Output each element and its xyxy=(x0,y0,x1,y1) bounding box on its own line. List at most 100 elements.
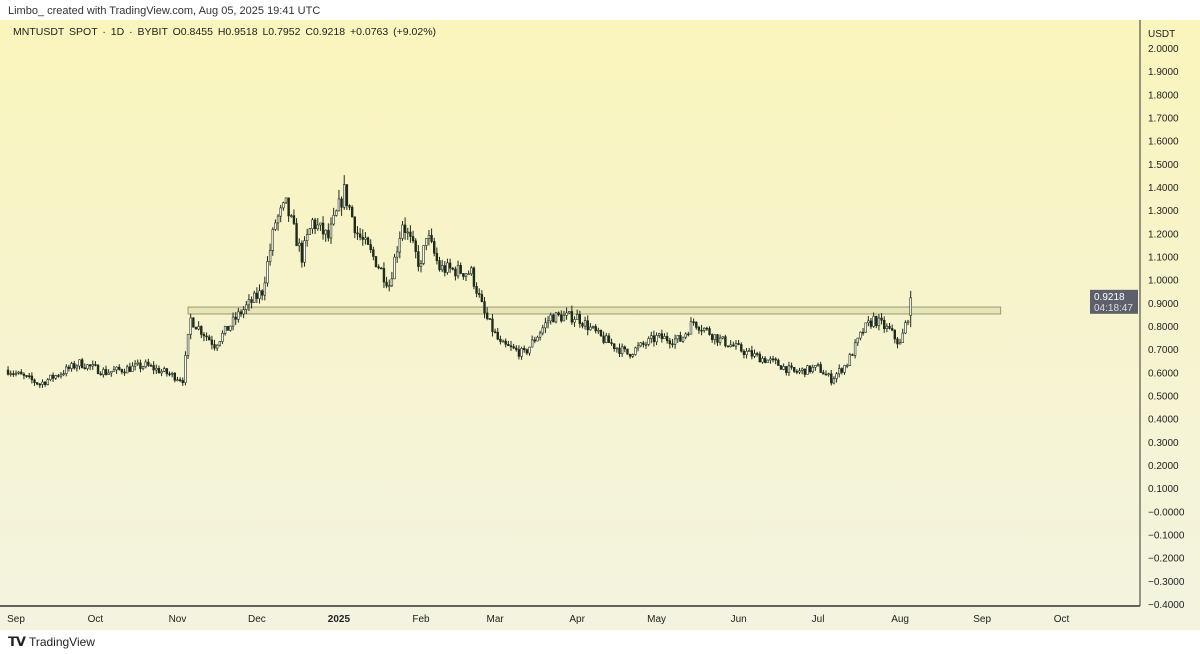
resistance-zone xyxy=(187,306,1002,315)
candle-body xyxy=(337,198,341,212)
y-tick-label: 0.3000 xyxy=(1148,438,1179,449)
candle-body xyxy=(157,367,161,374)
candle-body xyxy=(523,347,526,351)
candle-body xyxy=(366,237,370,245)
candle-body xyxy=(417,251,420,267)
candle-body xyxy=(385,281,388,287)
candle-body xyxy=(599,329,603,337)
candle-body xyxy=(372,249,375,257)
candle-body xyxy=(99,373,102,376)
candle-body xyxy=(223,325,227,334)
candle-body xyxy=(65,366,68,374)
y-tick-label: 0.1000 xyxy=(1148,484,1179,495)
candle-body xyxy=(496,331,499,340)
candle-body xyxy=(274,222,277,230)
candle-body xyxy=(419,263,423,267)
candle-body xyxy=(208,336,211,341)
candle-body xyxy=(472,267,476,287)
candle-body xyxy=(456,265,460,277)
candle-body xyxy=(613,343,616,349)
candle-body xyxy=(729,344,732,348)
candle-body xyxy=(12,373,15,375)
y-tick-label: 0.2000 xyxy=(1148,461,1179,472)
candle-body xyxy=(422,245,425,264)
candle-body xyxy=(755,353,759,355)
candle-body xyxy=(425,238,428,246)
candle-body xyxy=(515,347,518,350)
candle-body xyxy=(104,369,108,375)
y-tick-label: −0.1000 xyxy=(1148,531,1185,542)
candle-body xyxy=(361,236,364,240)
candle-body xyxy=(605,335,608,343)
candle-body xyxy=(806,365,809,375)
candle-body xyxy=(120,369,124,373)
y-tick-label: 1.9000 xyxy=(1148,67,1179,78)
candle-body xyxy=(427,234,431,239)
candle-body xyxy=(703,327,706,331)
candle-body xyxy=(581,323,584,327)
y-tick-label: 1.6000 xyxy=(1148,137,1179,148)
candle-body xyxy=(80,359,84,369)
candle-body xyxy=(620,346,624,354)
candle-body xyxy=(139,362,142,369)
candle-body xyxy=(28,375,31,378)
y-tick-label: 0.9000 xyxy=(1148,299,1179,310)
candle-body xyxy=(443,265,447,273)
y-tick-label: −0.3000 xyxy=(1148,577,1185,588)
candle-body xyxy=(893,329,897,340)
candle-body xyxy=(215,344,219,349)
candle-body xyxy=(345,184,349,206)
candle-body xyxy=(830,373,833,384)
candle-body xyxy=(218,341,222,346)
candle-body xyxy=(268,250,272,262)
candle-body xyxy=(73,363,76,369)
x-tick-label: Mar xyxy=(486,614,504,625)
candle-body xyxy=(284,197,288,204)
candle-body xyxy=(356,232,359,235)
candle-body xyxy=(335,210,338,216)
candle-body xyxy=(626,348,629,355)
candle-body xyxy=(96,364,100,375)
candle-body xyxy=(149,365,153,367)
candle-body xyxy=(883,319,886,329)
candle-body xyxy=(380,267,383,270)
candle-body xyxy=(713,334,717,340)
candle-body xyxy=(822,372,825,375)
candle-body xyxy=(597,329,600,332)
candle-body xyxy=(14,372,18,375)
candle-body xyxy=(901,332,904,343)
candle-body xyxy=(875,315,878,327)
tradingview-logo-icon: 𝗧𝗩 xyxy=(8,634,26,649)
candle-body xyxy=(107,372,110,375)
candle-body xyxy=(795,371,799,373)
candle-body xyxy=(673,338,677,345)
candle-body xyxy=(552,314,555,323)
brand-name: TradingView xyxy=(28,635,95,649)
candle-body xyxy=(295,223,298,247)
candle-body xyxy=(448,262,452,269)
candle-body xyxy=(639,342,642,347)
candle-body xyxy=(49,374,52,381)
candle-body xyxy=(189,317,192,335)
x-tick-label: Apr xyxy=(569,614,585,625)
candle-body xyxy=(258,290,261,299)
candle-body xyxy=(909,297,912,316)
candle-body xyxy=(800,368,804,371)
candle-body xyxy=(305,234,309,241)
candle-body xyxy=(491,318,494,332)
candle-body xyxy=(332,215,335,225)
candle-body xyxy=(718,337,722,343)
candle-body xyxy=(163,368,166,372)
candle-body xyxy=(742,350,746,355)
y-tick-label: 0.5000 xyxy=(1148,392,1179,403)
candle-body xyxy=(234,316,237,320)
candle-body xyxy=(467,273,470,276)
candle-body xyxy=(303,240,306,263)
candle-body xyxy=(832,378,836,384)
candle-body xyxy=(57,375,60,377)
candle-body xyxy=(748,350,751,352)
candle-body xyxy=(152,365,155,371)
candle-body xyxy=(202,334,206,337)
candle-body xyxy=(110,371,113,374)
